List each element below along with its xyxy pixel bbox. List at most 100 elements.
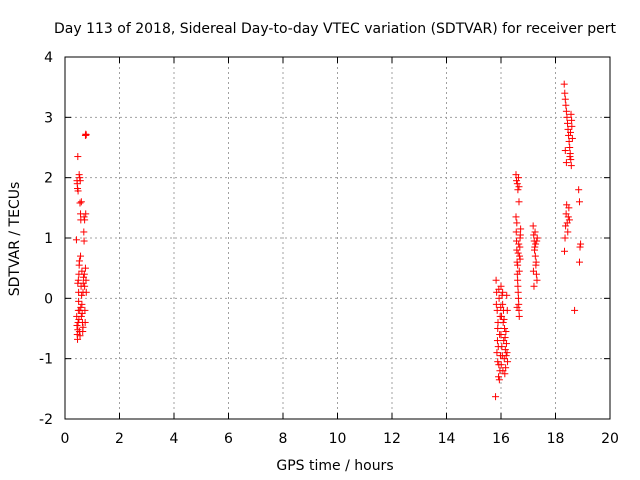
data-point [513,177,521,185]
data-point [568,122,576,130]
data-point [516,252,524,260]
data-point [515,240,523,248]
data-point [530,231,538,239]
y-tick-label: 3 [44,110,53,126]
data-point [531,228,539,236]
data-point [494,318,502,326]
x-tick-label: 8 [279,431,288,447]
data-point [517,225,525,233]
data-point [495,376,503,384]
data-point [575,198,583,206]
data-point [533,237,541,245]
data-point [80,228,88,236]
grid-layer [65,57,610,419]
data-point [497,361,505,369]
data-point [501,325,509,332]
data-point [515,306,523,314]
data-point [493,337,501,345]
data-point [76,332,84,340]
data-point [571,306,579,314]
data-point [513,303,521,311]
data-point [498,343,506,351]
data-point [76,199,84,207]
data-point [533,234,541,242]
x-tick-label: 4 [170,431,179,447]
data-point-layer [72,80,585,401]
data-point [515,312,523,320]
data-point [561,147,569,155]
data-point [492,393,500,401]
data-point [561,95,569,103]
data-point [492,300,500,308]
data-point [504,358,512,366]
data-point [529,267,537,275]
x-tick-label: 16 [492,431,510,447]
data-point [76,174,84,182]
data-point [497,282,505,290]
data-point [494,325,502,332]
data-point [78,291,86,299]
data-point [81,216,89,224]
data-point [563,119,571,127]
data-point [532,270,540,278]
data-point [497,303,505,311]
data-point [532,240,540,248]
data-point [515,198,523,206]
data-point [80,237,88,245]
data-point [566,128,574,136]
data-point [562,101,570,109]
data-point [82,130,90,138]
data-point [575,258,583,266]
data-point [500,315,508,323]
data-point [499,300,507,308]
data-point [76,306,84,314]
data-point [73,321,81,329]
data-point [77,252,85,260]
data-point [80,213,88,221]
data-point [75,257,83,265]
data-point [513,219,521,227]
y-tick-label: 1 [44,231,53,247]
data-point [531,246,539,254]
data-point [74,187,82,195]
data-point [560,247,568,255]
data-point [82,276,90,284]
data-point [75,297,83,305]
data-point [494,358,502,366]
data-point [74,326,82,334]
data-point [500,355,508,363]
data-point [512,213,520,221]
data-point [81,264,89,272]
data-point [496,312,504,320]
data-point [503,291,511,299]
data-point [501,346,509,354]
data-point [512,228,520,236]
x-tick-label: 20 [601,431,619,447]
data-point [82,210,90,218]
x-tick-label: 12 [383,431,401,447]
data-point [562,159,570,167]
data-point [567,156,575,164]
chart-title: Day 113 of 2018, Sidereal Day-to-day VTE… [54,21,616,37]
x-tick-label: 10 [329,431,347,447]
data-point [566,144,574,151]
data-point [565,137,573,145]
data-point [513,246,521,254]
data-point [495,294,503,302]
data-point [77,198,85,206]
data-point [76,177,84,185]
y-tick-label: -1 [39,352,53,368]
data-point [565,131,573,139]
data-point [565,204,573,212]
data-point [77,312,85,320]
data-point [562,222,570,230]
data-point [499,288,507,296]
y-tick-label: -2 [39,412,53,428]
data-point [82,288,90,296]
data-point [529,222,537,230]
x-tick-label: 6 [224,431,233,447]
y-axis-label: SDTVAR / TECUs [7,182,23,297]
data-point [530,282,538,290]
data-point [82,131,90,139]
